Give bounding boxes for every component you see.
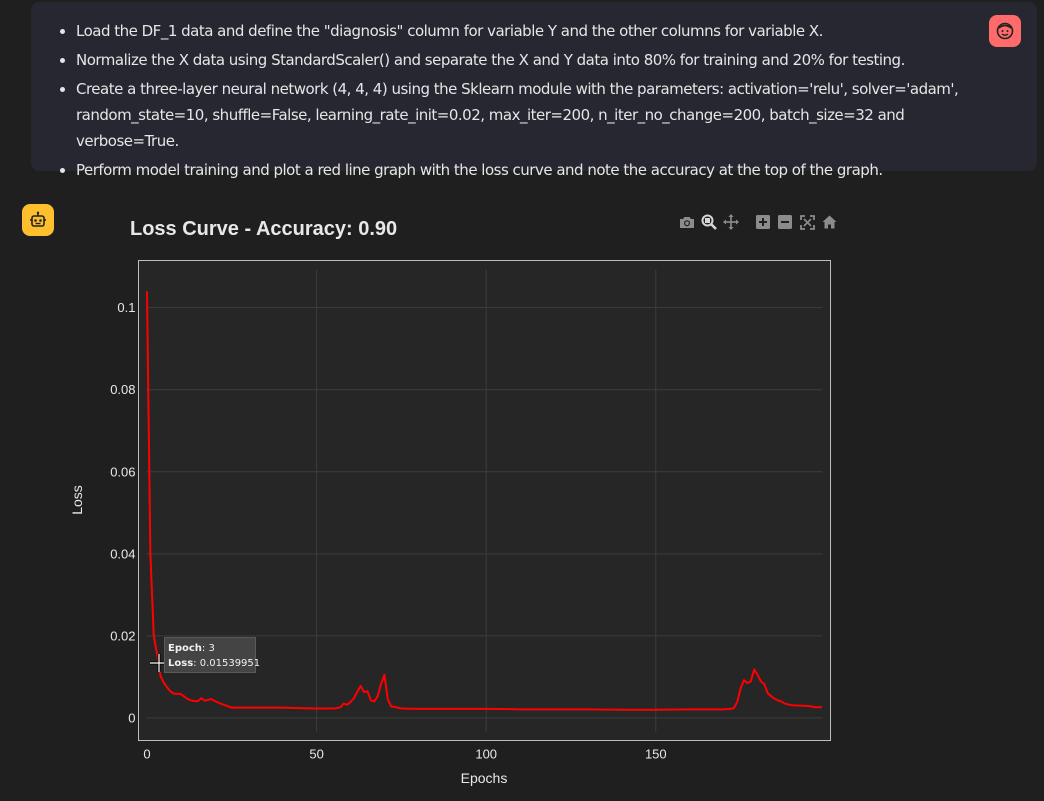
- loss-curve-line[interactable]: [145, 291, 823, 711]
- tooltip-epoch-value: : 3: [201, 643, 215, 654]
- pan-button[interactable]: [720, 212, 742, 232]
- prompt-item: Create a three-layer neural network (4, …: [76, 76, 976, 154]
- tooltip-epoch-label: Epoch: [168, 643, 202, 654]
- prompt-item: Normalize the X data using StandardScale…: [76, 47, 976, 73]
- x-tick-label: 150: [645, 747, 667, 762]
- autoscale-button[interactable]: [796, 212, 818, 232]
- zoom-in-icon: [756, 215, 770, 229]
- x-tick-label: 100: [475, 747, 497, 762]
- robot-icon: [30, 211, 46, 227]
- x-axis-title: Epochs: [461, 770, 508, 786]
- smiley-face-icon: [996, 22, 1014, 40]
- download-plot-button[interactable]: [676, 212, 698, 232]
- camera-icon: [680, 217, 694, 228]
- zoom-icon: [701, 214, 717, 230]
- y-tick-label: 0.04: [110, 546, 135, 561]
- tooltip-loss-label: Loss: [168, 658, 194, 669]
- zoom-in-button[interactable]: [752, 212, 774, 232]
- zoom-button[interactable]: [698, 212, 720, 232]
- reset-axes-button[interactable]: [818, 212, 840, 232]
- y-tick-label: 0.06: [110, 464, 135, 479]
- x-tick-label: 50: [309, 747, 323, 762]
- x-tick-label: 0: [143, 747, 150, 762]
- hover-tooltip: Epoch: 3 Loss: 0.01539951: [164, 637, 260, 673]
- y-tick-label: 0.1: [117, 300, 135, 315]
- y-tick-label: 0: [128, 710, 135, 725]
- y-tick-label: 0.08: [110, 382, 135, 397]
- user-avatar: [989, 15, 1021, 47]
- y-tick-label: 0.02: [110, 628, 135, 643]
- prompt-list: Load the DF_1 data and define the "diagn…: [49, 18, 976, 186]
- y-axis-title: Loss: [69, 485, 85, 515]
- home-icon: [822, 215, 836, 229]
- autoscale-icon: [799, 214, 815, 230]
- chart-modebar: [676, 212, 840, 232]
- zoom-out-button[interactable]: [774, 212, 796, 232]
- pan-icon: [723, 214, 739, 230]
- tooltip-loss-value: : 0.01539951: [193, 658, 261, 669]
- zoom-out-icon: [778, 215, 792, 229]
- prompt-item: Load the DF_1 data and define the "diagn…: [76, 18, 976, 44]
- user-message: Load the DF_1 data and define the "diagn…: [31, 2, 1037, 179]
- assistant-avatar: [22, 204, 54, 236]
- prompt-item: Perform model training and plot a red li…: [76, 157, 976, 183]
- chart-title: Loss Curve - Accuracy: 0.90: [130, 218, 398, 240]
